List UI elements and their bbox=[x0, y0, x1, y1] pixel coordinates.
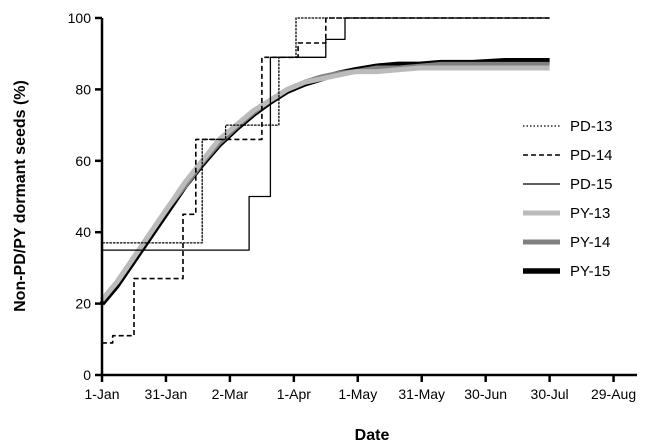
y-tick-label: 80 bbox=[75, 81, 91, 97]
legend-label-py-14: PY-14 bbox=[570, 234, 610, 251]
series-line-pd-15 bbox=[101, 17, 550, 322]
series-line-py-14 bbox=[100, 61, 550, 302]
x-tick-label: 29-Aug bbox=[591, 386, 636, 402]
series-line-pd-14 bbox=[101, 17, 550, 375]
plot-area bbox=[99, 17, 551, 376]
legend-label-pd-13: PD-13 bbox=[570, 118, 613, 135]
x-tick-label: 1-Apr bbox=[277, 386, 312, 402]
series-line-pd-13 bbox=[101, 17, 551, 376]
x-tick-label: 2-Mar bbox=[212, 386, 249, 402]
x-tick-label: 31-Jan bbox=[145, 386, 188, 402]
y-tick-label: 100 bbox=[68, 10, 92, 26]
x-tick-label: 30-Jul bbox=[531, 386, 569, 402]
series-line-py-15 bbox=[99, 58, 550, 306]
axes: 0 20 40 60 80 100 1-Jan 31-Jan 2-Mar 1-Apr 1-May 31… bbox=[68, 10, 637, 402]
legend-label-pd-14: PD-14 bbox=[570, 147, 613, 164]
series-line-py-13 bbox=[100, 65, 550, 302]
y-axis-title: Non-PD/PY dormant seeds (%) bbox=[12, 80, 29, 312]
y-tick-label: 0 bbox=[83, 367, 91, 383]
x-tick-label: 30-Jun bbox=[464, 386, 507, 402]
x-axis-title: Date bbox=[355, 427, 390, 444]
y-tick-label: 20 bbox=[75, 296, 91, 312]
legend-label-pd-15: PD-15 bbox=[570, 176, 613, 193]
x-tick-label: 1-May bbox=[338, 386, 377, 402]
x-tick-label: 1-Jan bbox=[84, 386, 119, 402]
x-tick-label: 31-May bbox=[398, 386, 445, 402]
legend-label-py-13: PY-13 bbox=[570, 205, 610, 222]
y-tick-label: 40 bbox=[75, 224, 91, 240]
y-tick-label: 60 bbox=[75, 153, 91, 169]
legend: PD-13 PD-14 PD-15 PY-13 PY-14 PY-15 bbox=[523, 118, 613, 280]
legend-label-py-15: PY-15 bbox=[570, 263, 610, 280]
